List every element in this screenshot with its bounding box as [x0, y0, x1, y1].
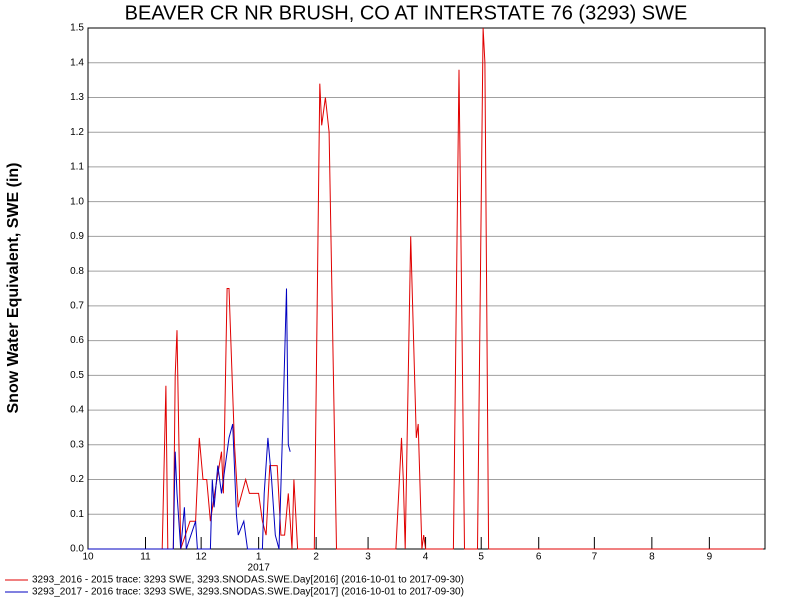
y-tick-label: 0.5: [70, 370, 84, 381]
y-tick-label: 0.1: [70, 509, 84, 520]
y-tick-label: 1.1: [70, 162, 84, 173]
y-axis-label: Snow Water Equivalent, SWE (in): [5, 163, 22, 414]
x-tick-label: 6: [536, 552, 542, 563]
x-tick-label: 12: [196, 552, 208, 563]
y-tick-label: 0.2: [70, 474, 84, 485]
y-tick-label: 0.3: [70, 439, 84, 450]
x-tick-label: 1: [256, 552, 262, 563]
x-tick-label: 7: [592, 552, 598, 563]
x-tick-label: 10: [82, 552, 94, 563]
chart-title: BEAVER CR NR BRUSH, CO AT INTERSTATE 76 …: [125, 2, 688, 24]
y-tick-label: 0.4: [70, 405, 84, 416]
x-tick-label: 8: [649, 552, 655, 563]
y-tick-label: 1.3: [70, 92, 84, 103]
x-annotation: 2017: [248, 563, 271, 574]
x-tick-label: 4: [423, 552, 429, 563]
x-tick-label: 5: [478, 552, 484, 563]
x-tick-label: 2: [313, 552, 319, 563]
y-tick-label: 1.2: [70, 127, 84, 138]
legend-label: 3293_2017 - 2016 trace: 3293 SWE, 3293.S…: [32, 587, 464, 598]
y-tick-label: 1.5: [70, 23, 84, 34]
y-tick-label: 0.0: [70, 544, 84, 555]
series-line: [88, 27, 764, 550]
y-tick-label: 0.6: [70, 335, 84, 346]
y-tick-label: 0.8: [70, 266, 84, 277]
series-line: [88, 288, 291, 550]
x-tick-label: 9: [707, 552, 713, 563]
y-tick-label: 1.4: [70, 57, 84, 68]
x-tick-label: 11: [140, 552, 151, 563]
legend-label: 3293_2016 - 2015 trace: 3293 SWE, 3293.S…: [32, 575, 464, 586]
x-tick-label: 3: [365, 552, 371, 563]
y-tick-label: 1.0: [70, 196, 84, 207]
y-tick-label: 0.9: [70, 231, 84, 242]
y-tick-label: 0.7: [70, 301, 84, 312]
